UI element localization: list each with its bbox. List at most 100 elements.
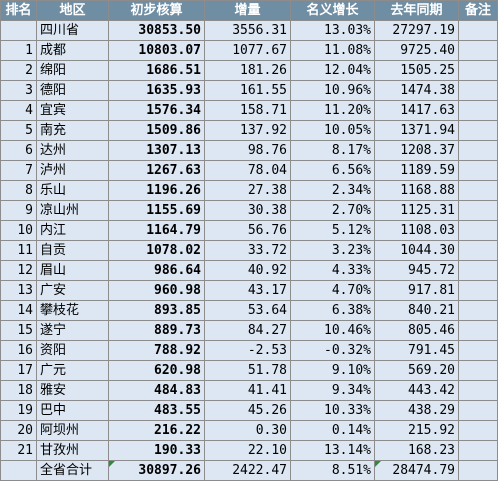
cell-rank[interactable]: 20 [0, 420, 37, 441]
cell-note[interactable] [458, 180, 498, 201]
cell-rank[interactable]: 16 [0, 340, 37, 361]
cell-gdp[interactable]: 1078.02 [108, 240, 205, 261]
cell-note[interactable] [458, 380, 498, 401]
cell-note[interactable] [458, 360, 498, 381]
cell-growth[interactable]: 2.70% [290, 200, 375, 221]
cell-rank[interactable]: 9 [0, 200, 37, 221]
cell-region[interactable]: 广元 [36, 360, 109, 381]
cell-growth[interactable]: 10.96% [290, 80, 375, 101]
cell-last-year[interactable]: 27297.19 [374, 20, 459, 41]
cell-growth[interactable]: 10.05% [290, 120, 375, 141]
cell-growth[interactable]: 13.03% [290, 20, 375, 41]
cell-last-year[interactable]: 1189.59 [374, 160, 459, 181]
cell-note[interactable] [458, 280, 498, 301]
cell-region[interactable]: 内江 [36, 220, 109, 241]
cell-last-year[interactable]: 1208.37 [374, 140, 459, 161]
cell-gdp[interactable]: 483.55 [108, 400, 205, 421]
cell-last-year[interactable]: 215.92 [374, 420, 459, 441]
cell-note[interactable] [458, 40, 498, 61]
cell-increment[interactable]: 181.26 [204, 60, 291, 81]
cell-increment[interactable]: 51.78 [204, 360, 291, 381]
cell-region[interactable]: 南充 [36, 120, 109, 141]
cell-note[interactable] [458, 120, 498, 141]
cell-last-year[interactable]: 1168.88 [374, 180, 459, 201]
cell-note[interactable] [458, 420, 498, 441]
cell-region[interactable]: 遂宁 [36, 320, 109, 341]
cell-note[interactable] [458, 400, 498, 421]
cell-rank[interactable]: 10 [0, 220, 37, 241]
cell-note[interactable] [458, 100, 498, 121]
cell-increment[interactable]: 22.10 [204, 440, 291, 461]
cell-growth[interactable]: 10.46% [290, 320, 375, 341]
cell-growth[interactable]: 9.10% [290, 360, 375, 381]
cell-increment[interactable]: 53.64 [204, 300, 291, 321]
cell-last-year[interactable]: 168.23 [374, 440, 459, 461]
cell-increment[interactable]: 30.38 [204, 200, 291, 221]
cell-region[interactable]: 雅安 [36, 380, 109, 401]
cell-increment[interactable]: 56.76 [204, 220, 291, 241]
cell-growth[interactable]: 2.34% [290, 180, 375, 201]
cell-rank[interactable]: 14 [0, 300, 37, 321]
cell-growth[interactable]: 9.34% [290, 380, 375, 401]
cell-note[interactable] [458, 200, 498, 221]
cell-gdp[interactable]: 620.98 [108, 360, 205, 381]
cell-last-year[interactable]: 443.42 [374, 380, 459, 401]
cell-increment[interactable]: 3556.31 [204, 20, 291, 41]
cell-increment[interactable]: 84.27 [204, 320, 291, 341]
cell-rank[interactable]: 4 [0, 100, 37, 121]
cell-growth[interactable]: 11.08% [290, 40, 375, 61]
cell-gdp[interactable]: 960.98 [108, 280, 205, 301]
cell-gdp[interactable]: 1576.34 [108, 100, 205, 121]
cell-gdp[interactable]: 216.22 [108, 420, 205, 441]
cell-gdp[interactable]: 893.85 [108, 300, 205, 321]
cell-growth[interactable]: 5.12% [290, 220, 375, 241]
cell-increment[interactable]: 1077.67 [204, 40, 291, 61]
cell-gdp[interactable]: 484.83 [108, 380, 205, 401]
cell-region[interactable]: 乐山 [36, 180, 109, 201]
cell-rank[interactable]: 13 [0, 280, 37, 301]
cell-growth[interactable]: 11.20% [290, 100, 375, 121]
cell-rank[interactable]: 18 [0, 380, 37, 401]
cell-note[interactable] [458, 220, 498, 241]
cell-rank[interactable]: 19 [0, 400, 37, 421]
cell-last-year[interactable]: 791.45 [374, 340, 459, 361]
cell-gdp[interactable]: 788.92 [108, 340, 205, 361]
cell-growth[interactable]: 13.14% [290, 440, 375, 461]
cell-increment[interactable]: 45.26 [204, 400, 291, 421]
cell-region[interactable]: 阿坝州 [36, 420, 109, 441]
header-rank[interactable]: 排名 [0, 0, 37, 21]
cell-growth[interactable]: 0.14% [290, 420, 375, 441]
cell-growth[interactable]: 4.33% [290, 260, 375, 281]
cell-note[interactable] [458, 260, 498, 281]
cell-region[interactable]: 资阳 [36, 340, 109, 361]
cell-gdp[interactable]: 986.64 [108, 260, 205, 281]
cell-note[interactable] [458, 440, 498, 461]
cell-growth[interactable]: 8.17% [290, 140, 375, 161]
cell-increment[interactable]: 161.55 [204, 80, 291, 101]
cell-gdp[interactable]: 1307.13 [108, 140, 205, 161]
cell-rank[interactable]: 6 [0, 140, 37, 161]
cell-region[interactable]: 巴中 [36, 400, 109, 421]
cell-gdp[interactable]: 1635.93 [108, 80, 205, 101]
cell-increment[interactable]: 41.41 [204, 380, 291, 401]
header-note[interactable]: 备注 [458, 0, 498, 21]
cell-increment[interactable]: -2.53 [204, 340, 291, 361]
cell-growth[interactable]: -0.32% [290, 340, 375, 361]
cell-last-year[interactable]: 1371.94 [374, 120, 459, 141]
cell-region[interactable]: 甘孜州 [36, 440, 109, 461]
cell-growth[interactable]: 10.33% [290, 400, 375, 421]
cell-last-year[interactable]: 945.72 [374, 260, 459, 281]
cell-rank[interactable]: 8 [0, 180, 37, 201]
header-growth[interactable]: 名义增长 [290, 0, 375, 21]
cell-rank[interactable]: 3 [0, 80, 37, 101]
cell-rank[interactable]: 5 [0, 120, 37, 141]
cell-rank[interactable]: 17 [0, 360, 37, 381]
cell-last-year[interactable]: 1417.63 [374, 100, 459, 121]
cell-last-year[interactable]: 1108.03 [374, 220, 459, 241]
header-increment[interactable]: 增量 [204, 0, 291, 21]
cell-last-year[interactable]: 840.21 [374, 300, 459, 321]
cell-region[interactable]: 宜宾 [36, 100, 109, 121]
cell-rank[interactable] [0, 20, 37, 41]
cell-region[interactable]: 达州 [36, 140, 109, 161]
cell-note[interactable] [458, 80, 498, 101]
